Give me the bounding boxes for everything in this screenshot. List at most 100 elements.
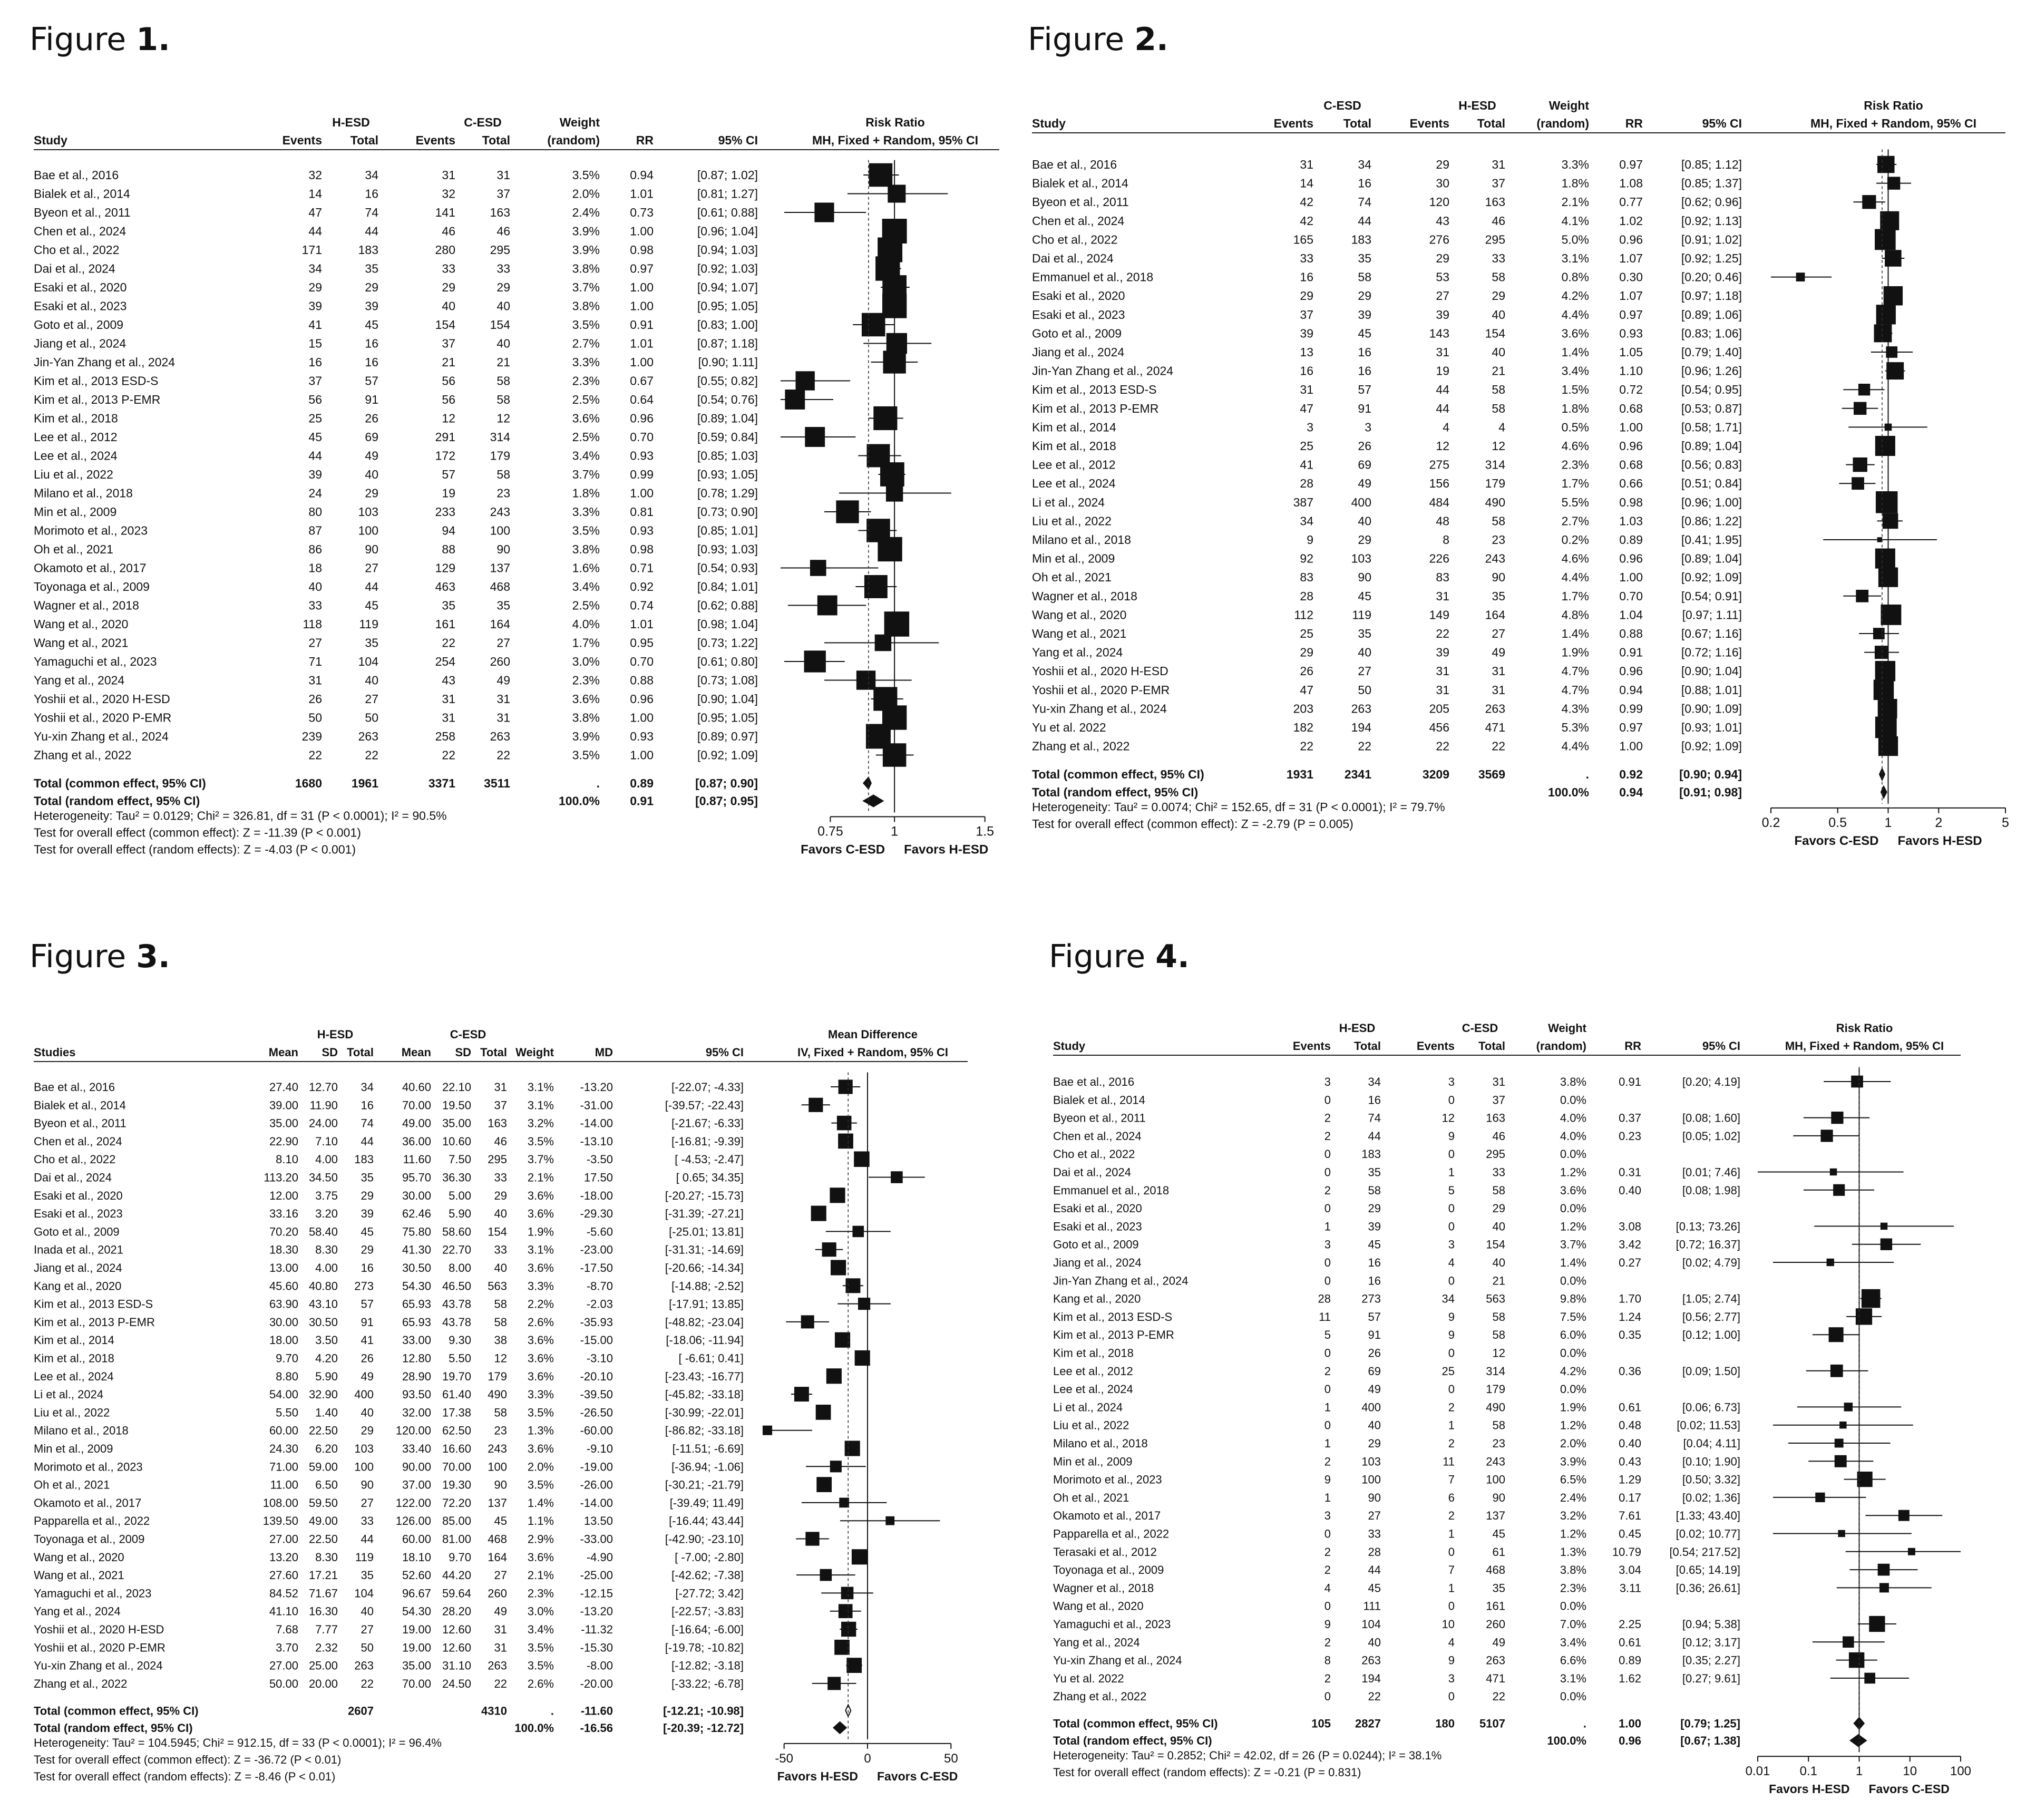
effect-square <box>838 1079 853 1094</box>
total-cell: 22 <box>361 1677 374 1690</box>
mean-cell: 22.90 <box>269 1135 298 1148</box>
weight-cell: 1.7% <box>1562 589 1589 603</box>
study-name: Kim et al., 2013 ESD-S <box>34 374 159 388</box>
ci-cell: [0.84; 1.01] <box>697 580 758 593</box>
total-estimate: 0.96 <box>1619 1734 1641 1747</box>
ci-cell: [0.95; 1.05] <box>697 299 758 313</box>
sd-cell: 59.00 <box>309 1460 338 1473</box>
events-cell: 35 <box>442 599 455 612</box>
study-name: Kang et al., 2020 <box>1053 1292 1141 1306</box>
total-weight: . <box>1583 1717 1586 1730</box>
estimate-cell: 0.35 <box>1619 1328 1641 1341</box>
total-cell: 29 <box>1358 533 1371 547</box>
mean-cell: 32.00 <box>402 1406 431 1419</box>
events-cell: 57 <box>442 468 455 481</box>
weight-cell: 0.8% <box>1562 270 1589 284</box>
study-name: Yang et al., 2024 <box>1032 646 1123 659</box>
ci-cell: [-39.49; 11.49] <box>670 1496 744 1510</box>
total-ci: [0.91; 0.98] <box>1679 785 1742 799</box>
total-cell: 243 <box>490 505 510 519</box>
total-label: Total (random effect, 95% CI) <box>34 794 200 807</box>
effect-square <box>1830 1364 1843 1377</box>
ci-cell: [0.01; 7.46] <box>1682 1166 1740 1179</box>
estimate-cell: 1.02 <box>1619 214 1643 228</box>
total-cell: 29 <box>361 1243 374 1257</box>
weight-cell: 3.7% <box>572 468 600 481</box>
total-cell: 26 <box>365 412 378 425</box>
total-cell: 90 <box>361 1478 374 1492</box>
events-cell: 15 <box>308 337 322 351</box>
events-cell: 3 <box>1448 1075 1455 1088</box>
estimate-cell: 1.62 <box>1619 1672 1641 1685</box>
column-header: Study <box>1032 116 1066 130</box>
ci-cell: [-18.06; -11.94] <box>666 1334 744 1347</box>
effect-square <box>827 1677 841 1690</box>
total-cell: 40 <box>365 674 378 687</box>
estimate-cell: 3.08 <box>1619 1220 1641 1233</box>
total-n: 2607 <box>348 1704 374 1717</box>
mean-cell: 33.00 <box>402 1334 431 1347</box>
sd-cell: 34.50 <box>309 1171 338 1184</box>
total-cell: 45 <box>494 1514 507 1527</box>
study-name: Yu-xin Zhang et al., 2024 <box>34 1659 163 1672</box>
ci-cell: [0.85; 1.01] <box>697 524 758 538</box>
total-cell: 58 <box>1358 270 1371 284</box>
effect-square <box>891 1171 903 1183</box>
total-cell: 119 <box>359 617 378 631</box>
sd-cell: 12.70 <box>309 1081 338 1094</box>
effect-square <box>1875 548 1895 569</box>
estimate-cell: 2.25 <box>1619 1618 1641 1631</box>
effect-square <box>804 650 826 673</box>
mean-cell: 27.00 <box>269 1659 298 1672</box>
total-cell: 16 <box>1368 1256 1381 1269</box>
total-estimate: -11.60 <box>581 1704 613 1717</box>
total-cell: 31 <box>1492 664 1505 678</box>
events-cell: 2 <box>1324 1545 1331 1559</box>
effect-square <box>839 1497 850 1508</box>
effect-square <box>785 390 805 410</box>
estimate-cell: -39.50 <box>580 1388 613 1401</box>
events-cell: 8 <box>1324 1654 1331 1667</box>
events-cell: 39 <box>1436 646 1449 659</box>
ci-cell: [-22.57; -3.83] <box>671 1605 744 1618</box>
study-name: Toyonaga et al., 2009 <box>34 580 150 593</box>
effect-square <box>1874 646 1888 659</box>
plot-header: Risk Ratio <box>1836 1021 1893 1035</box>
events-cell: 4 <box>1324 1581 1331 1594</box>
x-tick-label: 0.2 <box>1762 815 1780 830</box>
mean-cell: 54.30 <box>402 1605 431 1618</box>
total-cell: 490 <box>488 1388 507 1401</box>
total-cell: 263 <box>490 729 510 743</box>
figure-4: Figure 4. H-ESD C-ESD Risk Ratio MH, Fixed … <box>1049 938 2013 1803</box>
sd-cell: 46.50 <box>442 1279 471 1292</box>
total-cell: 137 <box>1486 1509 1505 1522</box>
events-cell: 143 <box>1429 326 1449 340</box>
ci-cell: [0.90; 1.11] <box>698 355 758 369</box>
study-name: Toyonaga et al., 2009 <box>34 1533 144 1546</box>
effect-square <box>816 1477 832 1492</box>
study-name: Jin-Yan Zhang et al., 2024 <box>1053 1274 1188 1287</box>
events-cell: 2 <box>1324 1112 1331 1125</box>
sd-cell: 1.40 <box>315 1406 338 1419</box>
total-cell: 164 <box>490 617 511 631</box>
total-cell: 40 <box>496 337 510 351</box>
ci-cell: [0.58; 1.71] <box>1681 420 1742 434</box>
ci-cell: [0.89; 1.04] <box>1681 552 1742 566</box>
total-cell: 21 <box>496 355 510 369</box>
mean-cell: 13.20 <box>269 1551 298 1564</box>
weight-cell: 3.1% <box>528 1098 554 1112</box>
weight-cell: 2.3% <box>1562 458 1589 472</box>
study-name: Milano et al., 2018 <box>1053 1437 1148 1450</box>
events-cell: 53 <box>1436 270 1449 284</box>
study-name: Jiang et al., 2024 <box>34 337 126 351</box>
total-cell: 16 <box>1368 1274 1381 1287</box>
total-cell: 22 <box>1492 739 1505 753</box>
total-cell: 33 <box>1368 1527 1381 1541</box>
ci-cell: [-16.81; -9.39] <box>671 1135 744 1148</box>
effect-square <box>1877 155 1895 173</box>
study-name: Cho et al., 2022 <box>1053 1147 1135 1161</box>
study-name: Esaki et al., 2020 <box>1053 1202 1142 1215</box>
sd-cell: 16.30 <box>309 1605 338 1618</box>
events-cell: 7 <box>1448 1563 1455 1576</box>
total-cell: 179 <box>490 449 510 463</box>
